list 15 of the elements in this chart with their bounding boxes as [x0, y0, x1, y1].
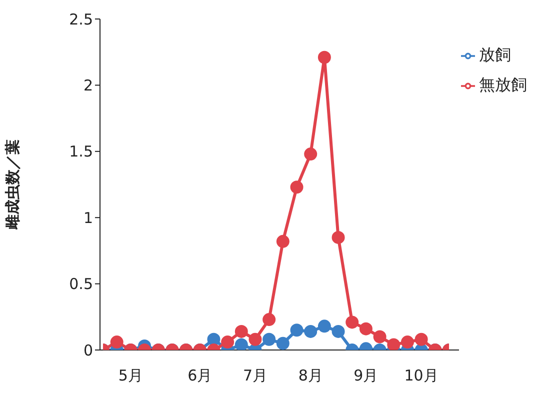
y-tick-label: 1	[83, 208, 93, 227]
x-tick-label: 6月	[188, 366, 212, 385]
x-tick-label: 5月	[118, 366, 143, 385]
legend-label: 無放飼	[479, 75, 527, 94]
x-tick-label: 8月	[298, 366, 323, 385]
x-tick-label: 7月	[242, 366, 268, 385]
y-tick-label: 1.5	[69, 142, 93, 161]
y-tick-label: 2	[83, 76, 93, 95]
x-tick-label: 10月	[404, 366, 438, 385]
y-axis-title: 雌成虫数／葉	[3, 140, 22, 230]
legend-label: 放飼	[479, 45, 511, 64]
x-tick-label: 9月	[354, 366, 378, 385]
y-tick-label: 0.5	[69, 275, 93, 294]
y-tick-label: 2.5	[69, 10, 93, 28]
y-tick-label: 0	[83, 341, 93, 360]
